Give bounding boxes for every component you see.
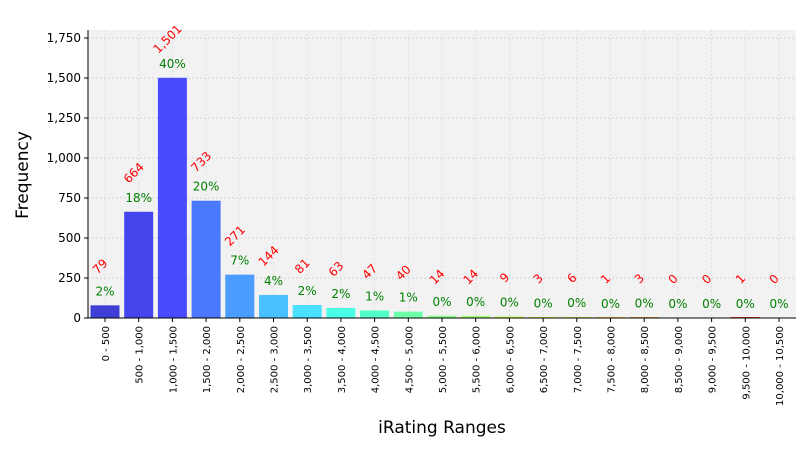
percent-label: 7% — [230, 254, 249, 268]
bar — [393, 311, 423, 318]
percent-label: 0% — [466, 295, 485, 309]
bar — [225, 274, 255, 318]
y-tick-label: 1,250 — [47, 111, 81, 125]
x-tick-label: 9,500 - 10,000 — [741, 326, 752, 400]
x-tick-label: 8,500 - 9,000 — [674, 326, 685, 393]
y-tick-label: 1,000 — [47, 151, 81, 165]
percent-label: 2% — [298, 284, 317, 298]
x-axis-title: iRating Ranges — [378, 418, 506, 438]
x-tick-label: 5,000 - 5,500 — [438, 326, 449, 393]
x-tick-label: 10,000 - 10,500 — [775, 326, 786, 406]
percent-label: 20% — [193, 180, 220, 194]
x-tick-label: 0 - 500 — [101, 326, 112, 361]
y-tick-label: 1,750 — [47, 31, 81, 45]
percent-label: 0% — [534, 297, 553, 311]
percent-label: 40% — [159, 57, 186, 71]
bar — [259, 294, 288, 318]
bars — [90, 77, 760, 318]
x-tick-label: 6,000 - 6,500 — [505, 326, 516, 393]
x-tick-label: 8,000 - 8,500 — [640, 326, 651, 393]
x-tick-label: 7,500 - 8,000 — [607, 326, 618, 393]
bar — [461, 315, 491, 318]
percent-label: 18% — [125, 191, 152, 205]
x-tick-label: 2,500 - 3,000 — [270, 326, 281, 393]
percent-label: 0% — [736, 297, 755, 311]
y-axis-ticks: 0 250 500 750 1,000 1,250 1,500 1,750 — [47, 31, 88, 325]
percent-label: 2% — [95, 284, 114, 298]
percent-label: 1% — [399, 291, 418, 305]
x-tick-label: 1,000 - 1,500 — [168, 326, 179, 393]
bar — [326, 307, 356, 318]
y-tick-label: 250 — [58, 271, 81, 285]
x-tick-label: 3,000 - 3,500 — [303, 326, 314, 393]
bar — [90, 305, 120, 318]
bar — [494, 316, 524, 318]
percent-label: 1% — [365, 289, 384, 303]
bar — [124, 211, 154, 318]
y-tick-label: 750 — [58, 191, 81, 205]
x-tick-label: 500 - 1,000 — [135, 326, 146, 384]
percent-label: 4% — [264, 274, 283, 288]
y-axis-title: Frequency — [13, 131, 33, 219]
bar — [191, 200, 221, 318]
x-tick-label: 4,500 - 5,000 — [404, 326, 415, 393]
y-tick-label: 0 — [73, 311, 81, 325]
bar — [360, 310, 390, 318]
x-tick-label: 2,000 - 2,500 — [236, 326, 247, 393]
percent-label: 0% — [567, 296, 586, 310]
x-tick-label: 1,500 - 2,000 — [202, 326, 213, 393]
y-tick-label: 500 — [58, 231, 81, 245]
percent-label: 0% — [635, 297, 654, 311]
bar — [157, 77, 187, 318]
percent-label: 0% — [702, 297, 721, 311]
x-tick-label: 5,500 - 6,000 — [472, 326, 483, 393]
bar — [427, 315, 457, 318]
percent-label: 0% — [668, 297, 687, 311]
x-tick-label: 7,000 - 7,500 — [573, 326, 584, 393]
percent-label: 0% — [432, 295, 451, 309]
y-tick-label: 1,500 — [47, 71, 81, 85]
percent-label: 0% — [500, 296, 519, 310]
bar — [292, 305, 322, 318]
x-tick-label: 6,500 - 7,000 — [539, 326, 550, 393]
percent-label: 0% — [601, 297, 620, 311]
percent-label: 0% — [769, 297, 788, 311]
percent-label: 2% — [331, 287, 350, 301]
x-tick-label: 9,000 - 9,500 — [708, 326, 719, 393]
x-axis-ticks: 0 - 500 500 - 1,000 1,000 - 1,500 1,500 - 2… — [101, 318, 786, 406]
x-tick-label: 3,500 - 4,000 — [337, 326, 348, 393]
x-tick-label: 4,000 - 4,500 — [371, 326, 382, 393]
